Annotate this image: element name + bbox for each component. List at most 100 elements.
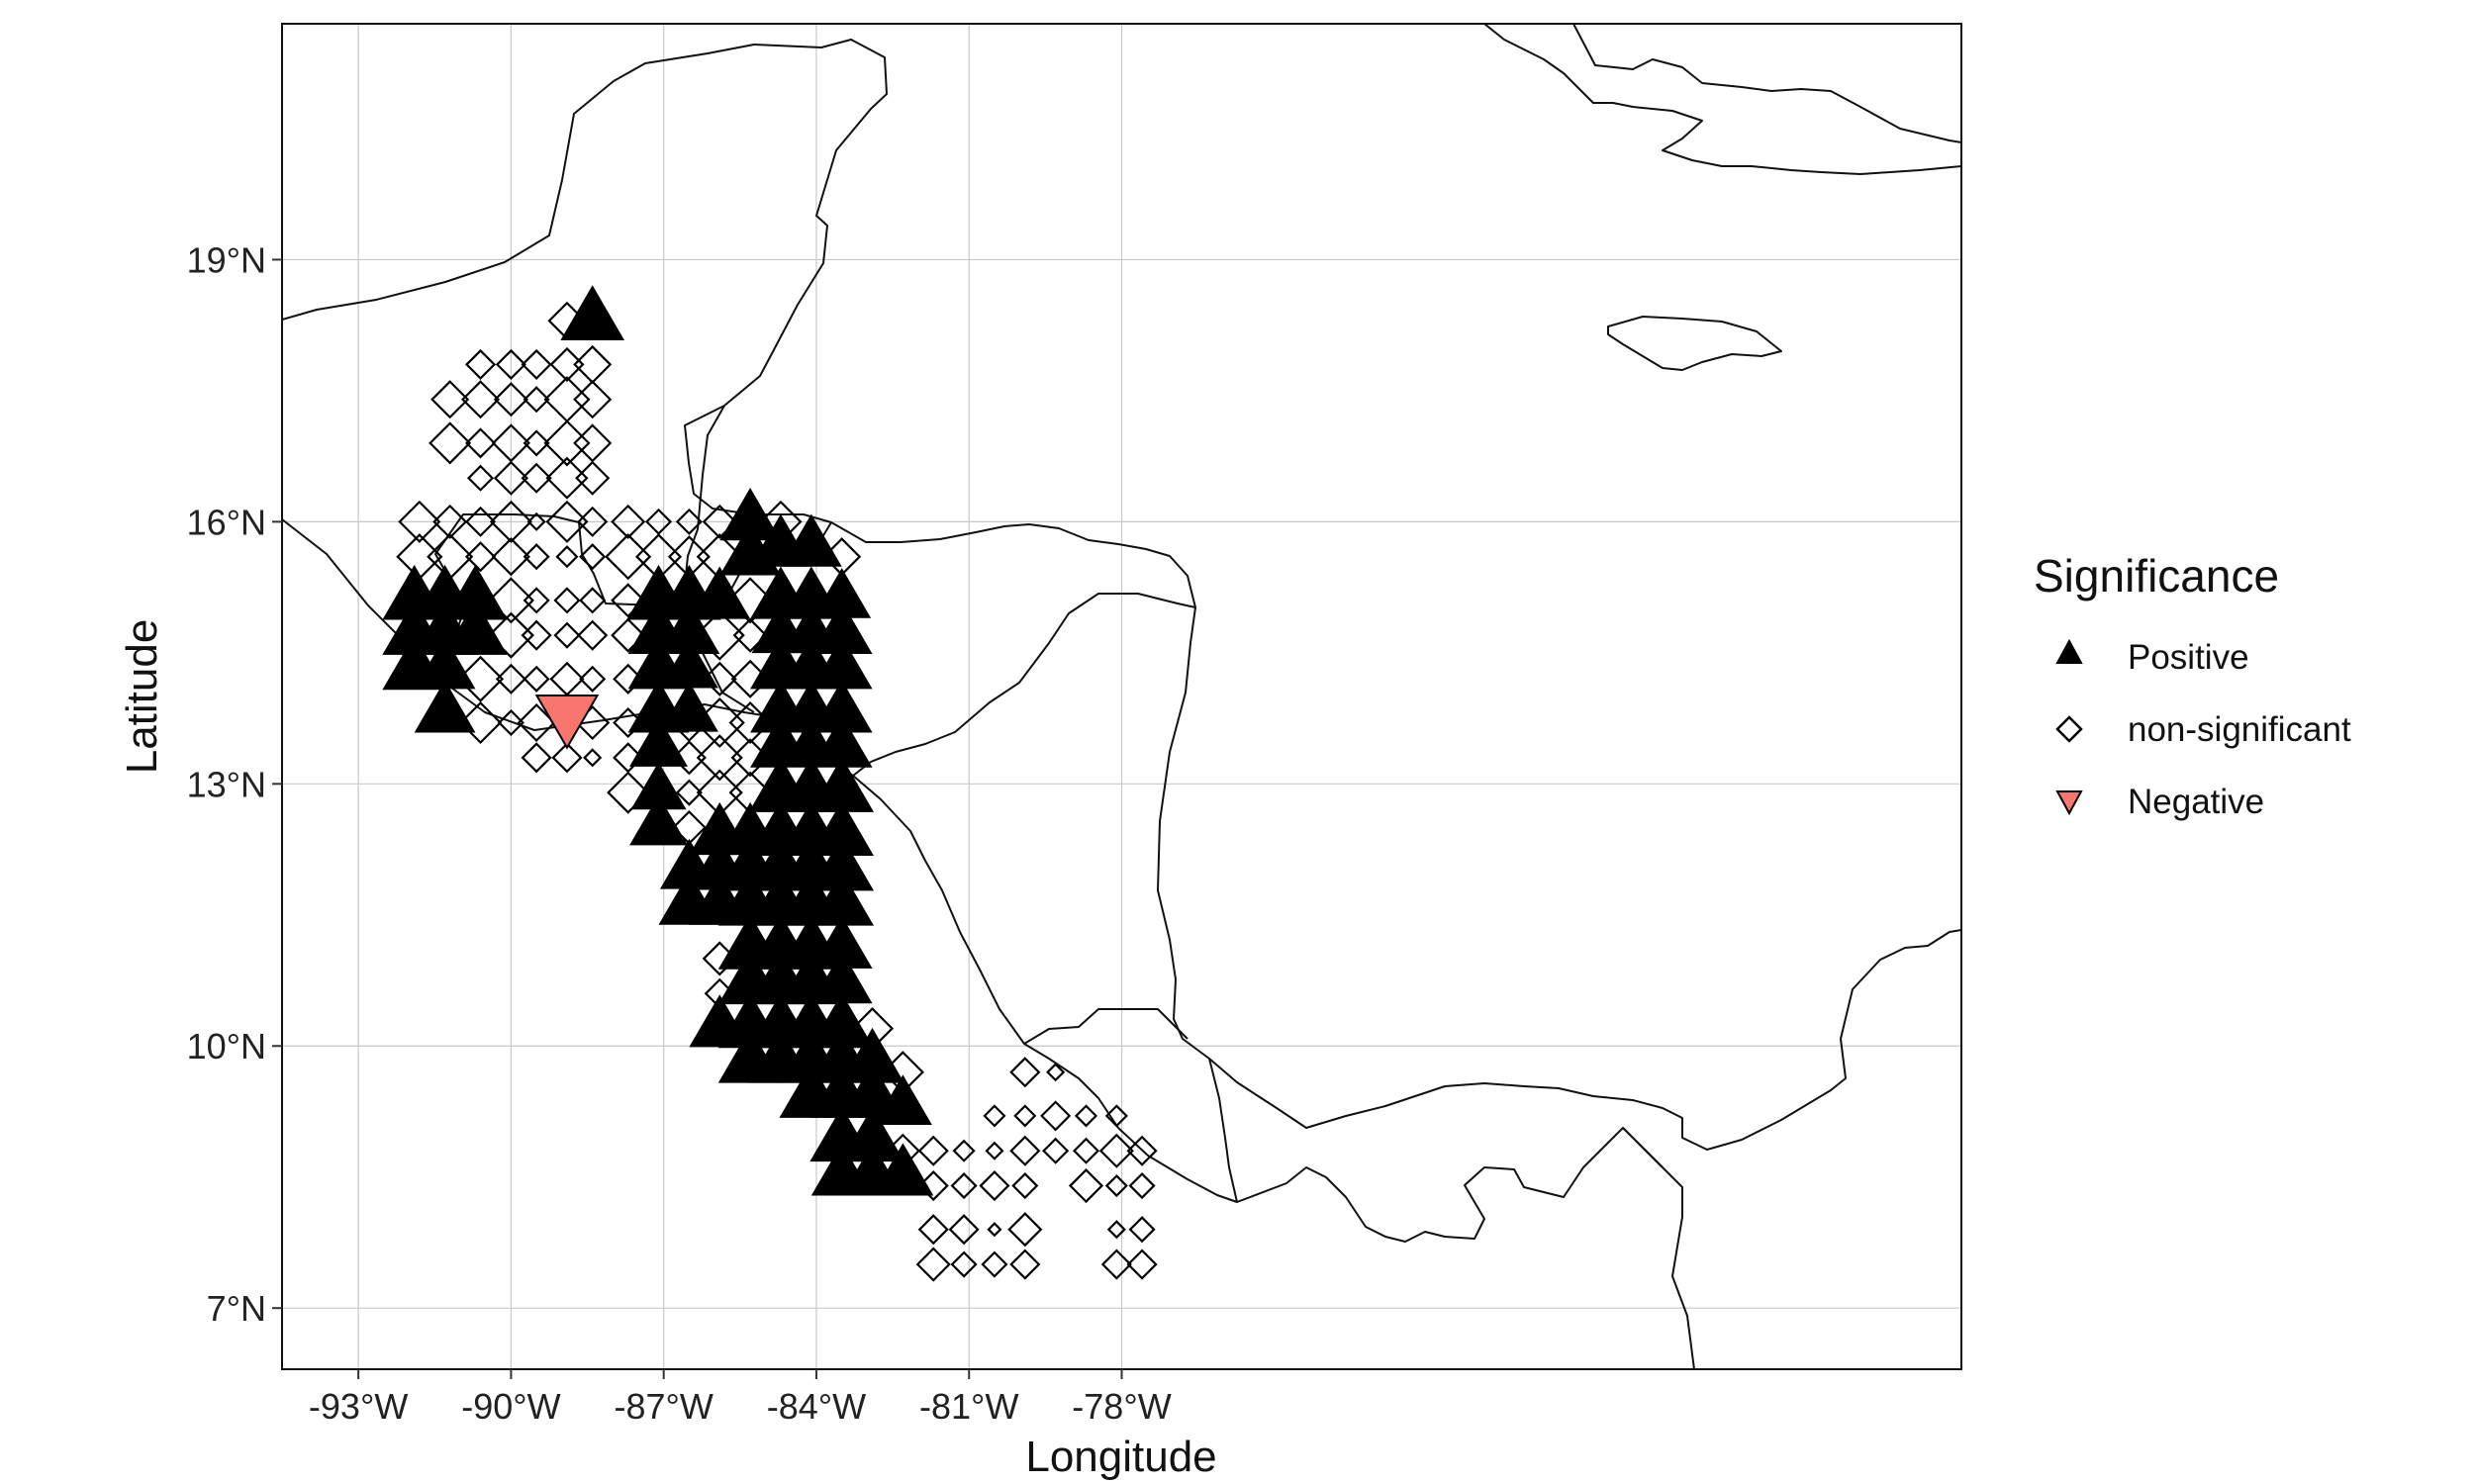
nonsig-point [671, 809, 707, 846]
nonsig-point [427, 533, 474, 581]
nonsig-point [464, 541, 497, 573]
nonsig-point [983, 1104, 1006, 1128]
nonsig-point [1106, 1220, 1126, 1240]
nonsig-point [523, 386, 550, 414]
nonsig-point [1126, 1249, 1158, 1280]
y-tick-label: 10°N [187, 1026, 266, 1067]
nonsig-point [702, 661, 737, 696]
nonsig-point [577, 619, 609, 651]
nonsig-point [1126, 1135, 1158, 1166]
x-tick-label: -84°W [767, 1386, 866, 1427]
nonsig-point [704, 977, 735, 1009]
nonsig-point [487, 577, 534, 624]
nonsig-point [495, 348, 526, 380]
nonsig-point [1013, 1104, 1037, 1128]
y-axis-title: Latitude [118, 619, 166, 775]
nonsig-point [1072, 1137, 1100, 1164]
x-tick-label: -93°W [309, 1386, 408, 1427]
nonsig-point [611, 504, 646, 539]
nonsig-point [732, 617, 768, 653]
nonsig-point [730, 659, 770, 698]
nonsig-point [573, 380, 613, 419]
nonsig-point [430, 380, 470, 419]
legend-label-negative: Negative [2128, 783, 2264, 821]
nonsig-point [696, 769, 743, 816]
nonsig-point [1046, 1063, 1066, 1082]
y-axis-ticks: 7°N 10°N 13°N 16°N 19°N [187, 239, 282, 1329]
nonsig-point [613, 706, 644, 739]
nonsig-point [759, 500, 803, 543]
nonsig-point [694, 696, 745, 749]
mainland-coastline [282, 39, 1961, 1151]
cuba-coastline [1483, 24, 1961, 175]
nonsig-point [458, 700, 503, 745]
nonsig-point [671, 740, 707, 776]
nonsig-point [553, 587, 581, 614]
nonsig-point [495, 663, 526, 695]
nonsig-point [493, 382, 528, 417]
nonsig-point [549, 346, 585, 382]
nonsig-point [464, 348, 497, 380]
nonsig-point [521, 742, 552, 774]
x-axis-title: Longitude [1025, 1433, 1216, 1481]
nonsig-point [523, 665, 550, 693]
nonsig-point [523, 429, 550, 457]
nonsig-point [1007, 1212, 1043, 1248]
nonsig-point [1128, 1216, 1156, 1244]
nonsig-point [487, 611, 534, 659]
nonsig-point [521, 348, 552, 380]
legend-key-triangle-icon [2055, 638, 2083, 664]
negative-point [534, 694, 600, 750]
x-tick-label: -78°W [1072, 1386, 1171, 1427]
nonsig-point [611, 583, 646, 618]
y-tick-label: 19°N [187, 239, 266, 280]
x-tick-label: -90°W [461, 1386, 560, 1427]
nonsig-point [523, 543, 550, 571]
nonsig-point [702, 941, 737, 976]
nonsig-point [952, 1139, 976, 1162]
nonsig-point [428, 421, 472, 465]
legend-key-diamond-icon [2055, 715, 2083, 743]
positive-point [629, 794, 688, 846]
legend-item-nonsig: non-significant [2055, 710, 2351, 749]
nonsig-point [1009, 1249, 1041, 1280]
nonsig-point [489, 500, 532, 543]
x-tick-label: -81°W [919, 1386, 1018, 1427]
nonsig-point [521, 462, 552, 494]
positive-point [414, 680, 476, 733]
border-honduras-nicaragua [852, 593, 1196, 777]
nonsig-point [553, 621, 581, 649]
nonsig-point [466, 587, 495, 614]
nonsig-point [702, 504, 737, 539]
nonsig-point [730, 738, 770, 778]
nonsig-point [917, 1135, 949, 1166]
nonsig-point [523, 587, 550, 614]
nonsig-point [675, 508, 703, 535]
legend-label-positive: Positive [2128, 638, 2249, 677]
nonsig-point [551, 742, 583, 774]
nonsig-point [575, 460, 611, 496]
x-axis-ticks: -93°W -90°W -87°W -84°W -81°W -78°W [309, 1369, 1172, 1427]
legend-item-positive: Positive [2055, 638, 2249, 677]
nonsig-point [579, 587, 607, 614]
positive-point [443, 600, 508, 655]
nonsig-point [547, 301, 587, 340]
nonsig-point [398, 500, 441, 543]
legend-label-nonsig: non-significant [2128, 710, 2351, 749]
nonsig-point [1009, 1057, 1041, 1088]
nonsig-point [1074, 1104, 1098, 1128]
nonsig-point [667, 535, 711, 579]
nonsig-point [696, 734, 743, 782]
nonsig-point [1104, 1173, 1128, 1198]
positive-point [873, 1074, 932, 1125]
nonsig-point [545, 500, 589, 543]
legend-item-negative: Negative [2055, 783, 2264, 821]
nonsig-point [979, 1169, 1010, 1202]
nonsig-point [460, 380, 501, 419]
nonsig-point [1104, 1104, 1128, 1128]
nonsig-point [1068, 1167, 1104, 1204]
nonsig-point [611, 617, 646, 653]
nonsig-point [1011, 1171, 1039, 1200]
nonsig-point [613, 663, 644, 695]
nonsig-point [1009, 1135, 1041, 1166]
